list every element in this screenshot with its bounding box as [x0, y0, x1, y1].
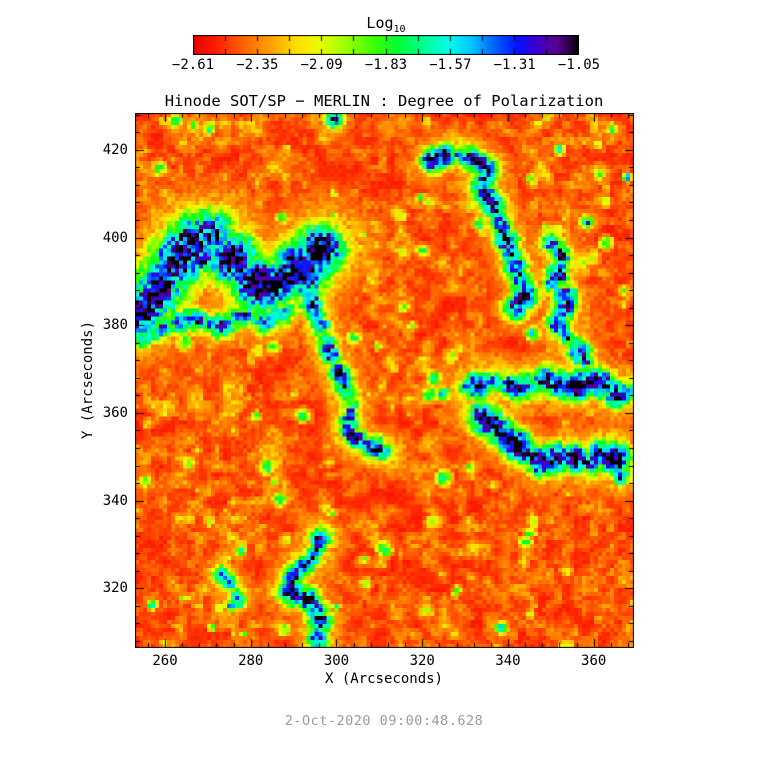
- y-axis-title: Y (Arcseconds): [80, 320, 96, 440]
- colorbar-canvas: [193, 35, 579, 55]
- axes-canvas: [135, 113, 634, 648]
- y-tick-label: 360: [102, 404, 128, 421]
- x-tick-label: 280: [238, 653, 264, 669]
- colorbar-tick-label: −2.09: [300, 57, 343, 73]
- colorbar-tick-label: −1.57: [429, 57, 472, 73]
- x-tick-label: 360: [581, 653, 607, 669]
- colorbar-tick-label: −2.35: [236, 57, 279, 73]
- colorbar-tick-label: −2.61: [171, 57, 215, 73]
- x-tick-label: 260: [152, 653, 178, 669]
- y-tick-label: 400: [102, 229, 128, 246]
- y-tick-label: 340: [102, 492, 128, 509]
- colorbar-tick-label: −1.83: [364, 57, 408, 73]
- timestamp: 2-Oct-2020 09:00:48.628: [284, 713, 484, 729]
- y-tick-label: 420: [102, 141, 128, 158]
- colorbar-tick-label: −1.05: [557, 57, 601, 73]
- plot-title: Hinode SOT/SP − MERLIN : Degree of Polar…: [164, 92, 604, 110]
- x-tick-label: 340: [495, 653, 521, 669]
- y-tick-label: 320: [102, 580, 128, 597]
- x-tick-label: 300: [323, 653, 350, 669]
- x-tick-label: 320: [409, 653, 435, 669]
- colorbar-tick-label: −1.31: [493, 57, 536, 73]
- y-tick-label: 380: [102, 317, 128, 334]
- colorbar-title: Log10: [193, 14, 579, 35]
- colorbar-title-sub: 10: [393, 24, 406, 35]
- x-axis-title: X (Arcseconds): [324, 671, 443, 687]
- colorbar-title-text: Log: [366, 14, 394, 32]
